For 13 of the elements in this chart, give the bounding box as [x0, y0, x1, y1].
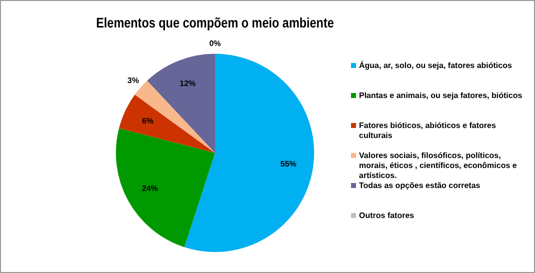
legend-label: Valores sociais, filosóficos, políticos, morais, éticos , científicos, econômicos e artísticos.	[359, 151, 518, 181]
legend-label: Plantas e animais, ou seja fatores, bióticos	[359, 91, 522, 101]
data-label: 55%	[280, 160, 296, 169]
data-label: 3%	[127, 76, 139, 85]
data-label: 6%	[142, 116, 154, 126]
chart-title: Elementos que compõem o meio ambiente	[96, 14, 334, 31]
legend-label: Outros fatores	[359, 211, 414, 221]
legend-label: Água, ar, solo, ou seja, fatores abióticos	[359, 61, 512, 71]
legend-label: Todas as opções estão corretas	[359, 181, 480, 191]
legend-label: Fatores bióticos, abióticos e fatores culturais	[359, 121, 497, 141]
data-label: 24%	[142, 184, 158, 193]
data-label: 12%	[180, 78, 196, 88]
text: 0%	[209, 39, 221, 48]
